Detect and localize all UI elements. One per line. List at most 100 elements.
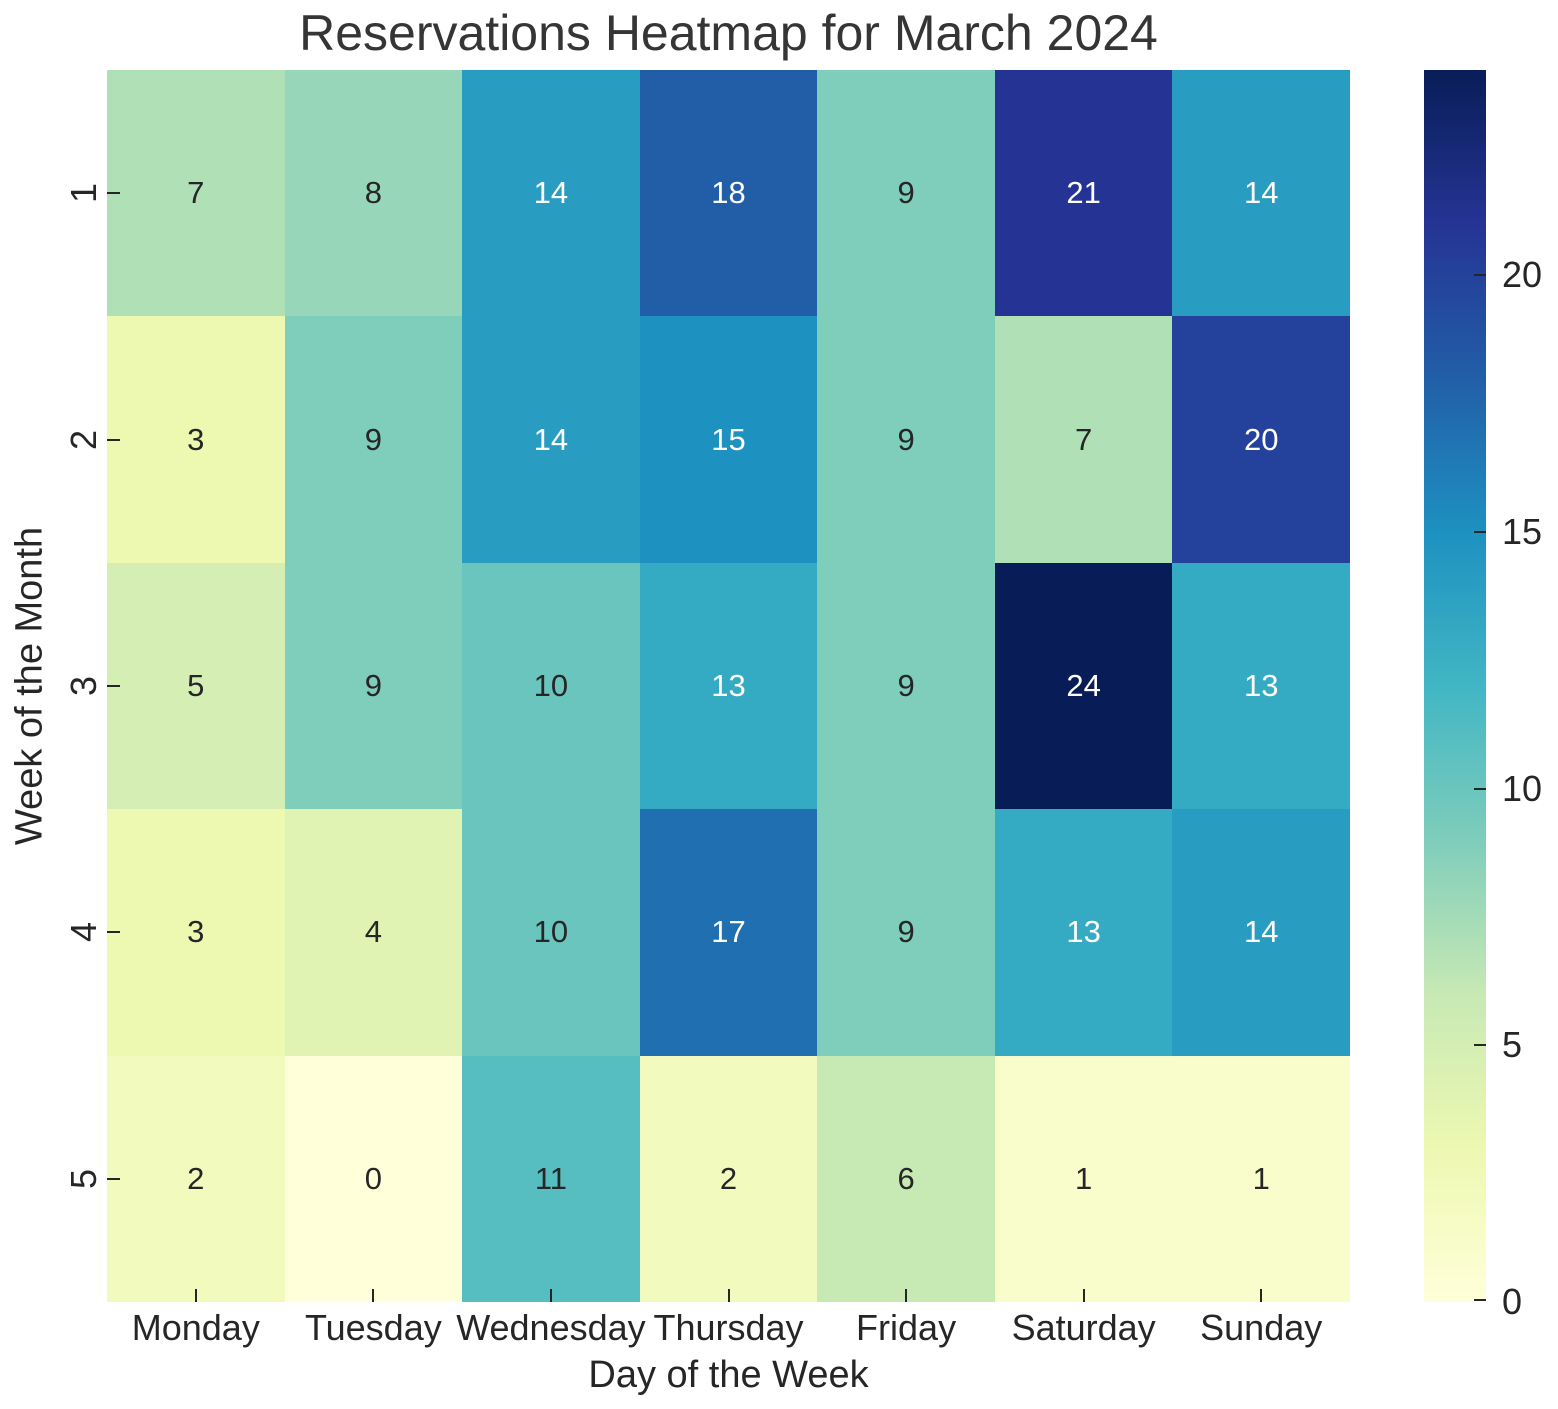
cell-value: 8 xyxy=(364,175,382,211)
heatmap-cell-week2-wednesday: 14 xyxy=(462,316,640,563)
cell-value: 6 xyxy=(897,1160,915,1196)
y-tick-mark xyxy=(107,1177,120,1180)
heatmap-cell-week2-monday: 3 xyxy=(107,316,285,563)
y-tick-label-week-4: 4 xyxy=(63,922,104,943)
heatmap-cell-week3-saturday: 24 xyxy=(994,562,1173,810)
y-tick-mark xyxy=(107,438,120,441)
colorbar-tick-label-15: 15 xyxy=(1502,511,1543,552)
cell-value: 10 xyxy=(533,667,569,703)
y-tick-mark xyxy=(107,685,120,687)
heatmap-cell-week4-wednesday: 10 xyxy=(462,809,640,1056)
cell-value: 2 xyxy=(719,1160,738,1196)
colorbar xyxy=(1424,70,1486,1302)
heatmap-cell-week2-sunday: 20 xyxy=(1172,316,1350,563)
cell-value: 9 xyxy=(364,667,382,703)
cell-value: 3 xyxy=(187,421,205,457)
heatmap-cell-week4-sunday: 14 xyxy=(1172,809,1350,1056)
cell-value: 11 xyxy=(534,1160,568,1196)
heatmap-cell-week1-monday: 7 xyxy=(107,70,285,317)
heatmap-cell-week5-friday: 6 xyxy=(817,1055,995,1302)
x-tick-label-saturday: Saturday xyxy=(1011,1307,1156,1348)
cell-value: 4 xyxy=(364,914,382,950)
x-tick-mark xyxy=(549,1289,552,1302)
cell-value: 13 xyxy=(711,667,746,703)
cell-value: 2 xyxy=(187,1160,205,1196)
heatmap-cell-week5-saturday: 1 xyxy=(994,1055,1173,1302)
x-tick-label-wednesday: Wednesday xyxy=(456,1307,646,1348)
y-axis-title: Week of the Month xyxy=(8,526,51,846)
cell-value: 1 xyxy=(1075,1160,1093,1196)
heatmap-cell-week3-friday: 9 xyxy=(817,562,995,810)
cell-value: 7 xyxy=(1075,421,1093,457)
x-tick-mark xyxy=(1260,1289,1263,1302)
heatmap-cell-week4-friday: 9 xyxy=(817,809,995,1056)
colorbar-tick-mark xyxy=(1474,787,1486,790)
cell-value: 7 xyxy=(187,175,205,211)
x-tick-mark xyxy=(905,1289,908,1302)
x-axis-title: Day of the Week xyxy=(588,1353,869,1396)
heatmap-cell-week4-thursday: 17 xyxy=(639,809,818,1056)
heatmap-cell-week1-tuesday: 8 xyxy=(284,70,463,317)
cell-value: 13 xyxy=(1066,914,1101,950)
heatmap-cell-week3-thursday: 13 xyxy=(639,562,818,810)
cell-value: 0 xyxy=(364,1160,382,1196)
cell-value: 20 xyxy=(1243,421,1279,457)
heatmap-cell-week5-monday: 2 xyxy=(107,1055,285,1302)
cell-value: 14 xyxy=(1243,175,1279,211)
heatmap-plot-area: 7 8 14 18 9 21 14 3 9 14 15 9 7 20 5 9 10 13 9 24 13 3 4 10 17 9 1… xyxy=(107,70,1350,1302)
cell-value: 15 xyxy=(711,421,746,457)
cell-value: 14 xyxy=(533,175,569,211)
cell-value: 3 xyxy=(187,914,205,950)
heatmap-cell-week4-monday: 3 xyxy=(107,809,285,1056)
cell-value: 9 xyxy=(364,421,382,457)
cell-value: 9 xyxy=(897,914,915,950)
cell-value: 10 xyxy=(533,914,569,950)
colorbar-tick-label-5: 5 xyxy=(1502,1024,1523,1066)
heatmap-cell-week3-tuesday: 9 xyxy=(284,562,463,810)
heatmap-cell-week2-tuesday: 9 xyxy=(284,316,463,563)
cell-value: 1 xyxy=(1252,1160,1270,1196)
heatmap-cell-week2-thursday: 15 xyxy=(639,316,818,563)
heatmap-cell-week4-saturday: 13 xyxy=(994,809,1173,1056)
colorbar-tick-label-20: 20 xyxy=(1502,254,1543,296)
colorbar-tick-mark xyxy=(1474,1044,1486,1047)
y-tick-label-week-5: 5 xyxy=(63,1168,104,1189)
heatmap-cell-week2-saturday: 7 xyxy=(994,316,1173,563)
colorbar-tick-mark xyxy=(1474,531,1486,533)
heatmap-cell-week3-monday: 5 xyxy=(107,562,285,810)
heatmap-cell-week5-sunday: 1 xyxy=(1172,1055,1350,1302)
cell-value: 13 xyxy=(1243,667,1279,703)
heatmap-cell-week1-wednesday: 14 xyxy=(462,70,640,317)
heatmap-cell-week1-friday: 9 xyxy=(817,70,995,317)
colorbar-tick-label-0: 0 xyxy=(1502,1281,1523,1322)
cell-value: 24 xyxy=(1066,667,1101,703)
heatmap-cell-week3-wednesday: 10 xyxy=(462,562,640,810)
x-tick-label-monday: Monday xyxy=(131,1307,260,1348)
heatmap-cell-week1-sunday: 14 xyxy=(1172,70,1350,317)
cell-value: 9 xyxy=(897,667,915,703)
x-tick-label-thursday: Thursday xyxy=(653,1307,804,1348)
y-tick-mark xyxy=(107,192,120,195)
cell-value: 14 xyxy=(533,421,569,457)
heatmap-cell-week1-thursday: 18 xyxy=(639,70,818,317)
heatmap-cell-week1-saturday: 21 xyxy=(994,70,1173,317)
cell-value: 21 xyxy=(1066,175,1101,211)
heatmap-cell-week4-tuesday: 4 xyxy=(284,809,463,1056)
cell-value: 14 xyxy=(1243,914,1279,950)
heatmap-cell-week2-friday: 9 xyxy=(817,316,995,563)
heatmap-cell-week5-tuesday: 0 xyxy=(284,1055,463,1302)
x-tick-mark xyxy=(194,1289,197,1302)
y-tick-label-week-1: 1 xyxy=(63,183,104,204)
x-tick-mark xyxy=(727,1289,730,1302)
x-tick-label-tuesday: Tuesday xyxy=(304,1307,442,1348)
x-tick-mark xyxy=(1082,1289,1085,1302)
colorbar-tick-mark xyxy=(1474,274,1486,277)
heatmap-cell-week5-wednesday: 11 xyxy=(462,1055,640,1302)
cell-value: 18 xyxy=(711,175,746,211)
x-tick-label-sunday: Sunday xyxy=(1200,1307,1323,1348)
x-tick-mark xyxy=(372,1289,375,1302)
heatmap-cell-week5-thursday: 2 xyxy=(639,1055,818,1302)
colorbar-tick-mark xyxy=(1474,1299,1486,1301)
y-tick-mark xyxy=(107,931,120,934)
